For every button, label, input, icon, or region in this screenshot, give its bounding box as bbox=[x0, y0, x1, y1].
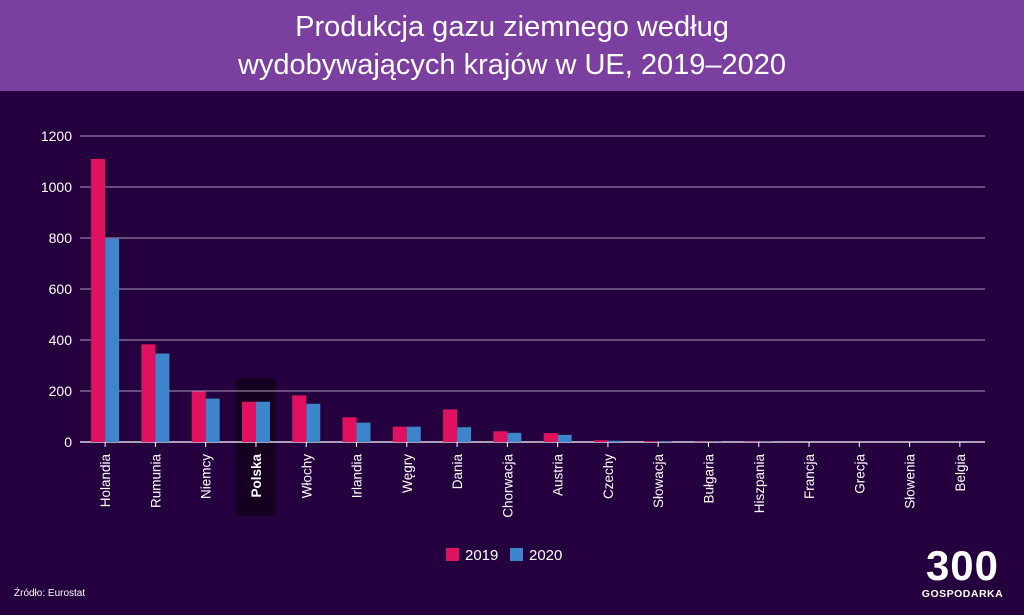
bar-2020-7 bbox=[457, 427, 472, 442]
x-tick-label-15: Grecja bbox=[852, 454, 867, 494]
legend-swatch-2019 bbox=[446, 548, 459, 561]
bar-2019-9 bbox=[543, 433, 558, 442]
bar-2019-5 bbox=[342, 417, 357, 442]
y-tick-label-600: 600 bbox=[49, 281, 73, 297]
bar-2019-0 bbox=[91, 158, 106, 442]
x-tick-label-13: Hiszpania bbox=[752, 454, 767, 514]
y-tick-label-0: 0 bbox=[64, 434, 72, 450]
bar-2019-4 bbox=[292, 395, 307, 442]
bar-2019-3 bbox=[241, 401, 256, 442]
bar-2020-8 bbox=[507, 432, 522, 442]
x-tick-label-16: Słowenia bbox=[903, 454, 918, 509]
bar-2019-11 bbox=[644, 441, 659, 442]
legend-label-2020: 2020 bbox=[529, 547, 562, 564]
x-tick-label-0: Holandia bbox=[98, 454, 113, 508]
x-tick-label-11: Słowacja bbox=[651, 454, 666, 509]
bar-2019-10 bbox=[593, 440, 608, 442]
x-tick-label-10: Czechy bbox=[601, 454, 616, 499]
bar-2020-6 bbox=[406, 426, 421, 442]
y-tick-label-1200: 1200 bbox=[41, 128, 72, 144]
x-tick-label-5: Irlandia bbox=[350, 454, 365, 499]
bar-2019-6 bbox=[392, 426, 407, 442]
bar-2019-2 bbox=[191, 391, 206, 442]
bar-2020-2 bbox=[205, 398, 220, 442]
x-tick-label-1: Rumunia bbox=[148, 454, 163, 509]
bar-2020-4 bbox=[306, 403, 321, 442]
legend-label-2019: 2019 bbox=[465, 547, 498, 564]
bar-2020-10 bbox=[607, 440, 622, 442]
y-tick-label-200: 200 bbox=[49, 383, 73, 399]
x-tick-label-7: Dania bbox=[450, 454, 465, 490]
x-tick-label-4: Włochy bbox=[299, 454, 314, 499]
x-tick-label-9: Austria bbox=[551, 454, 566, 497]
x-tick-label-17: Belgia bbox=[953, 454, 968, 492]
x-tick-label-12: Bułgaria bbox=[701, 454, 716, 504]
logo-300-gospodarka: 300 GOSPODARKA bbox=[915, 542, 1010, 601]
chart-title-line-2: wydobywających krajów w UE, 2019–2020 bbox=[237, 48, 787, 81]
logo-number: 300 bbox=[925, 542, 1000, 589]
x-tick-label-8: Chorwacja bbox=[500, 454, 515, 518]
chart-header: Produkcja gazu ziemnego według wydobywaj… bbox=[0, 0, 1024, 91]
x-tick-label-3: Polska bbox=[249, 454, 264, 498]
bar-2019-1 bbox=[141, 344, 156, 442]
logo-text: GOSPODARKA bbox=[921, 588, 1004, 600]
bar-chart: 0 200 400 600 800 1000 1200 Holandia Rumunia Niem… bbox=[41, 128, 985, 564]
bar-2020-11 bbox=[658, 441, 673, 442]
x-tick-label-14: Francja bbox=[802, 454, 817, 500]
source-note: Źródło: Eurostat bbox=[14, 588, 86, 599]
bar-2019-8 bbox=[493, 431, 508, 442]
y-tick-label-800: 800 bbox=[49, 230, 73, 246]
bar-2020-9 bbox=[557, 434, 572, 442]
legend-swatch-2020 bbox=[510, 548, 523, 561]
y-tick-label-400: 400 bbox=[49, 332, 73, 348]
bar-2020-3 bbox=[255, 401, 270, 442]
y-tick-label-1000: 1000 bbox=[41, 179, 72, 195]
bar-2020-5 bbox=[356, 422, 371, 442]
bar-2020-1 bbox=[155, 353, 170, 442]
x-tick-label-6: Węgry bbox=[400, 454, 415, 493]
bar-2020-0 bbox=[105, 238, 120, 442]
x-tick-label-2: Niemcy bbox=[199, 454, 214, 499]
chart-title-line-1: Produkcja gazu ziemnego według bbox=[295, 10, 729, 43]
bar-2019-7 bbox=[443, 409, 458, 442]
